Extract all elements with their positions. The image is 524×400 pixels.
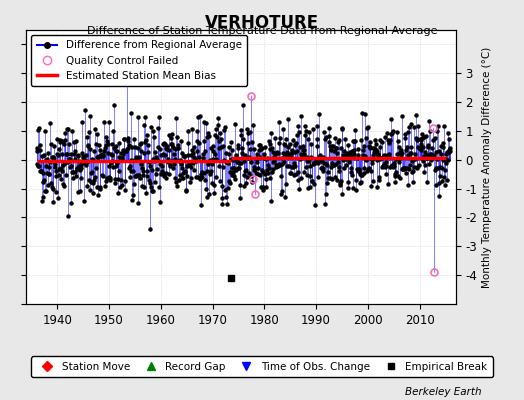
- Text: Difference of Station Temperature Data from Regional Average: Difference of Station Temperature Data f…: [87, 26, 437, 36]
- Y-axis label: Monthly Temperature Anomaly Difference (°C): Monthly Temperature Anomaly Difference (…: [482, 46, 492, 288]
- Text: VERHOTURE: VERHOTURE: [205, 14, 319, 32]
- Legend: Station Move, Record Gap, Time of Obs. Change, Empirical Break: Station Move, Record Gap, Time of Obs. C…: [31, 356, 493, 377]
- Text: Berkeley Earth: Berkeley Earth: [406, 387, 482, 397]
